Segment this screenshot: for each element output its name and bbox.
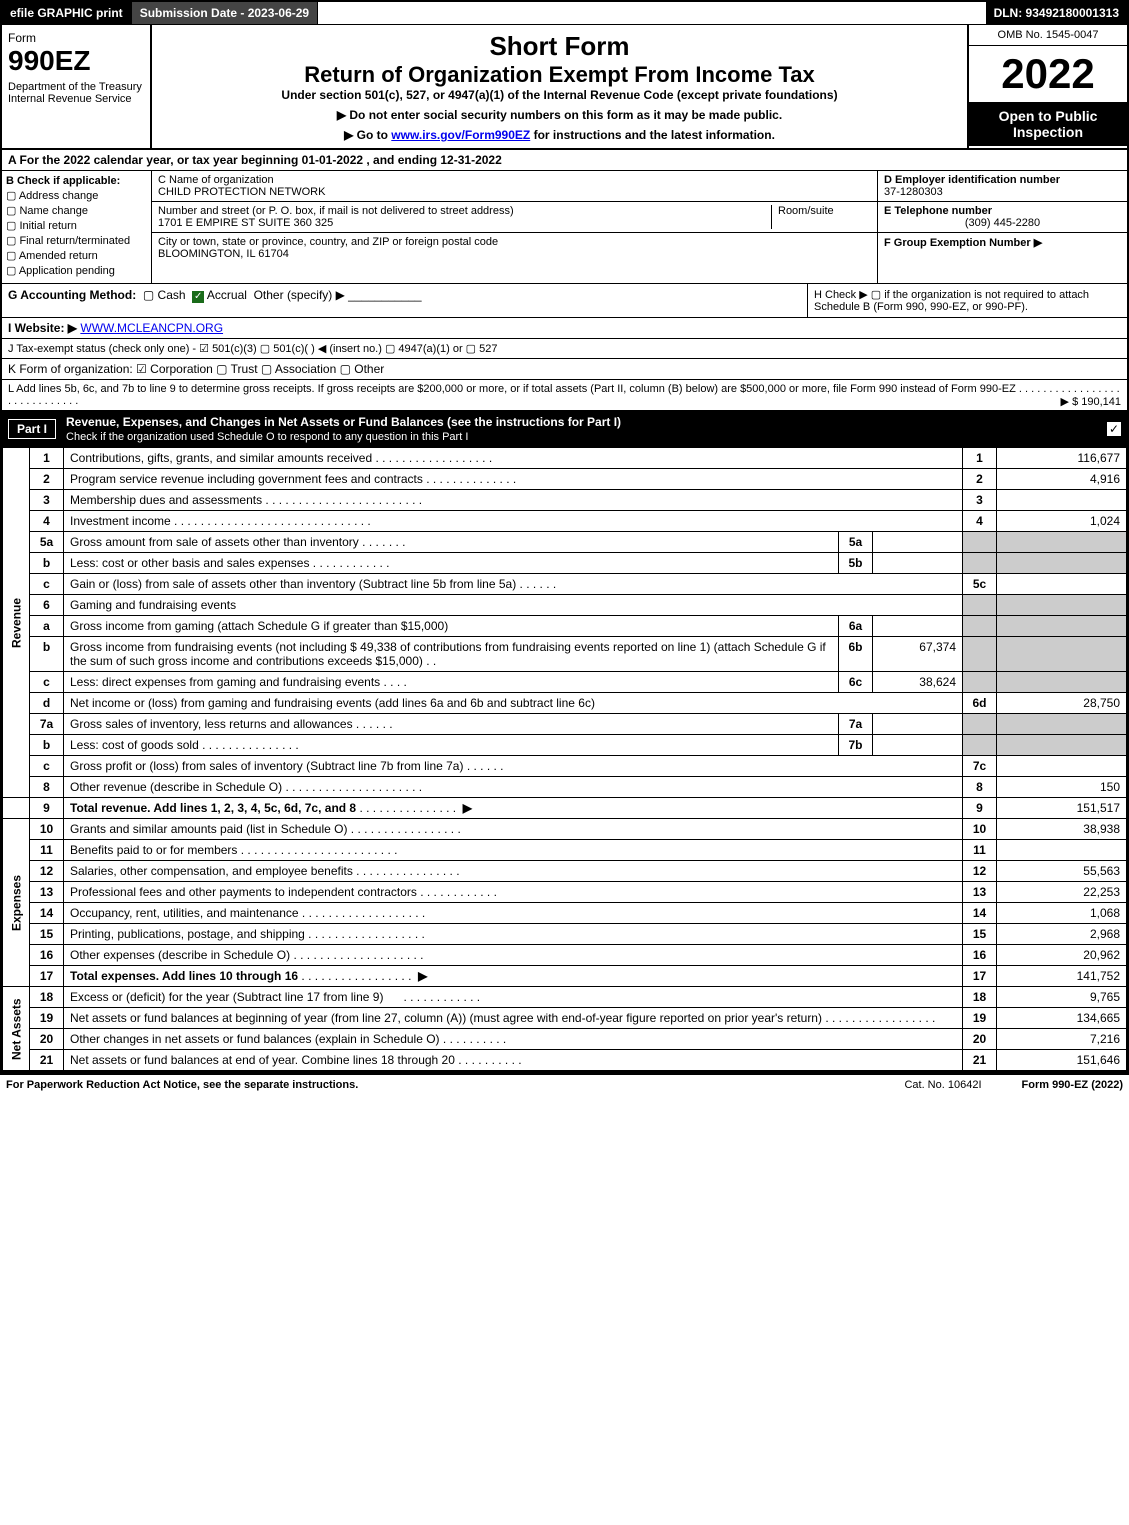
revenue-table: Revenue 1 Contributions, gifts, grants, … (2, 447, 1127, 1071)
i-label: I Website: ▶ (8, 321, 77, 335)
footer: For Paperwork Reduction Act Notice, see … (0, 1073, 1129, 1095)
line-1-rt: 1 (963, 448, 997, 469)
row-k: K Form of organization: ☑ Corporation ▢ … (2, 359, 1127, 380)
part-1-checkbox[interactable]: ✓ (1107, 422, 1121, 436)
l-amount: ▶ $ 190,141 (1061, 395, 1121, 408)
line-1-val: 116,677 (997, 448, 1127, 469)
g-accrual-check[interactable]: ✓ (192, 291, 204, 303)
irs-link[interactable]: www.irs.gov/Form990EZ (391, 128, 530, 142)
room-suite-label: Room/suite (771, 205, 871, 229)
footer-catno: Cat. No. 10642I (904, 1079, 981, 1091)
instruction-2: ▶ Go to www.irs.gov/Form990EZ for instru… (158, 128, 961, 142)
chk-name-change[interactable]: ▢ Name change (6, 204, 147, 217)
row-i: I Website: ▶ WWW.MCLEANCPN.ORG (2, 318, 1127, 339)
dln: DLN: 93492180001313 (986, 2, 1127, 24)
c-addr-label: Number and street (or P. O. box, if mail… (158, 205, 771, 217)
org-address: 1701 E EMPIRE ST SUITE 360 325 (158, 217, 771, 229)
part-1-header: Part I Revenue, Expenses, and Changes in… (2, 412, 1127, 447)
netassets-side-label: Net Assets (3, 987, 30, 1071)
form-subtitle: Under section 501(c), 527, or 4947(a)(1)… (158, 88, 961, 102)
org-name: CHILD PROTECTION NETWORK (158, 186, 871, 198)
omb-number: OMB No. 1545-0047 (969, 25, 1127, 46)
form-number: 990EZ (8, 45, 144, 77)
department: Department of the Treasury Internal Reve… (8, 81, 144, 105)
line-1-num: 1 (30, 448, 64, 469)
footer-formref: Form 990-EZ (2022) (1022, 1079, 1123, 1091)
website-link[interactable]: WWW.MCLEANCPN.ORG (80, 321, 223, 335)
ein-label: D Employer identification number (884, 174, 1060, 186)
tax-year: 2022 (969, 46, 1127, 102)
submission-date: Submission Date - 2023-06-29 (132, 2, 318, 24)
g-accrual: Accrual (207, 288, 247, 302)
tel-label: E Telephone number (884, 205, 992, 217)
col-c: C Name of organization CHILD PROTECTION … (152, 171, 877, 283)
line-1-text: Contributions, gifts, grants, and simila… (70, 451, 372, 465)
chk-final-return[interactable]: ▢ Final return/terminated (6, 234, 147, 247)
instruction-1: ▶ Do not enter social security numbers o… (158, 108, 961, 122)
g-other[interactable]: Other (specify) ▶ (254, 288, 345, 302)
b-label: B Check if applicable: (6, 175, 120, 187)
part-1-label: Part I (8, 419, 56, 439)
chk-application-pending[interactable]: ▢ Application pending (6, 264, 147, 277)
row-j: J Tax-exempt status (check only one) - ☑… (2, 339, 1127, 359)
col-b: B Check if applicable: ▢ Address change … (2, 171, 152, 283)
c-city-label: City or town, state or province, country… (158, 236, 871, 248)
chk-address-change[interactable]: ▢ Address change (6, 189, 147, 202)
row-l: L Add lines 5b, 6c, and 7b to line 9 to … (2, 380, 1127, 412)
topbar: efile GRAPHIC print Submission Date - 20… (2, 2, 1127, 25)
g-cash[interactable]: Cash (158, 288, 186, 302)
efile-label: efile GRAPHIC print (2, 2, 132, 24)
part-1-title: Revenue, Expenses, and Changes in Net As… (66, 415, 621, 443)
tel-value: (309) 445-2280 (884, 217, 1121, 229)
short-form-title: Short Form (158, 31, 961, 62)
row-g-h: G Accounting Method: ▢ Cash ✓ Accrual Ot… (2, 284, 1127, 318)
footer-notice: For Paperwork Reduction Act Notice, see … (6, 1079, 358, 1091)
revenue-side-label: Revenue (3, 448, 30, 798)
form-header: Form 990EZ Department of the Treasury In… (2, 25, 1127, 150)
expenses-side-label: Expenses (3, 819, 30, 987)
block-bcdef: B Check if applicable: ▢ Address change … (2, 171, 1127, 284)
form-title: Return of Organization Exempt From Incom… (158, 62, 961, 88)
row-a: A For the 2022 calendar year, or tax yea… (2, 150, 1127, 171)
group-label: F Group Exemption Number ▶ (884, 237, 1042, 249)
ein-value: 37-1280303 (884, 186, 943, 198)
h-text: H Check ▶ ▢ if the organization is not r… (807, 284, 1127, 317)
col-d: D Employer identification number 37-1280… (877, 171, 1127, 283)
open-public: Open to Public Inspection (969, 102, 1127, 146)
g-label: G Accounting Method: (8, 288, 136, 302)
form-container: efile GRAPHIC print Submission Date - 20… (0, 0, 1129, 1073)
c-name-label: C Name of organization (158, 174, 871, 186)
org-city: BLOOMINGTON, IL 61704 (158, 248, 871, 260)
form-word: Form (8, 31, 144, 45)
chk-initial-return[interactable]: ▢ Initial return (6, 219, 147, 232)
chk-amended-return[interactable]: ▢ Amended return (6, 249, 147, 262)
